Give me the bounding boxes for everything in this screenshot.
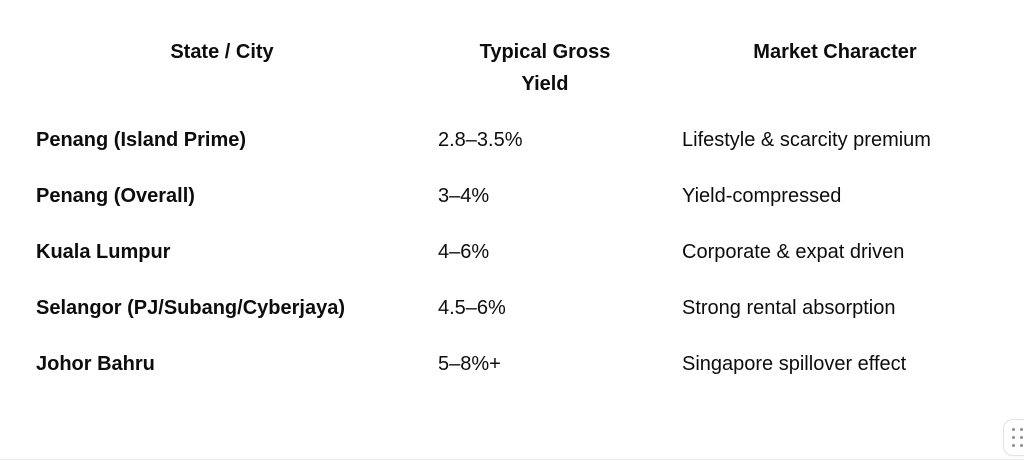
column-header-state-city: State / City xyxy=(170,41,274,63)
cell-character: Singapore spillover effect xyxy=(682,353,907,375)
cell-yield: 5–8%+ xyxy=(438,353,501,375)
cell-yield: 4–6% xyxy=(438,241,490,263)
cell-state: Penang (Island Prime) xyxy=(36,129,247,151)
column-header-market-character: Market Character xyxy=(753,41,917,63)
column-header-typical-gross-yield-text: Typical Gross Yield xyxy=(479,41,611,95)
cell-yield: 2.8–3.5% xyxy=(438,129,523,151)
table-options-button[interactable] xyxy=(1003,419,1024,456)
column-header-typical-gross-yield: Typical Gross Yield xyxy=(438,36,652,100)
cell-state: Johor Bahru xyxy=(36,353,155,375)
cell-state: Selangor (PJ/Subang/Cyberjaya) xyxy=(36,297,345,319)
cell-character: Corporate & expat driven xyxy=(682,241,905,263)
yield-table: State / City Typical Gross Yield Market … xyxy=(36,36,988,380)
cell-character: Lifestyle & scarcity premium xyxy=(682,129,931,151)
grid-dots-icon xyxy=(1011,428,1024,447)
cell-state: Penang (Overall) xyxy=(36,185,195,207)
cell-character: Strong rental absorption xyxy=(682,297,896,319)
cell-yield: 3–4% xyxy=(438,185,490,207)
cell-state: Kuala Lumpur xyxy=(36,241,171,263)
cell-character: Yield-compressed xyxy=(682,185,842,207)
cell-yield: 4.5–6% xyxy=(438,297,506,319)
